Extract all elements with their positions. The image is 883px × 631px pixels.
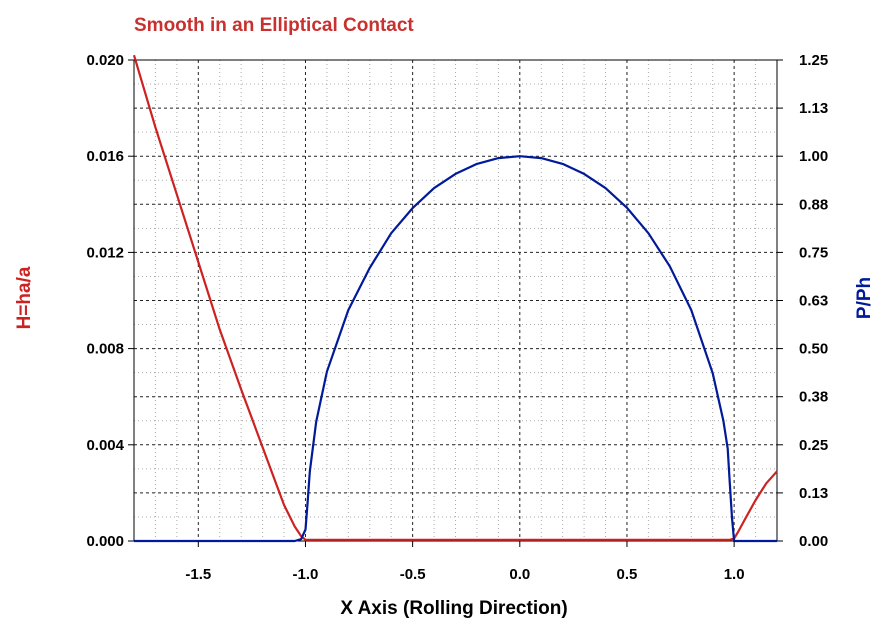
y-left-tick-label: 0.012 (86, 244, 124, 261)
y-left-tick-label: 0.016 (86, 148, 124, 165)
x-axis-label: X Axis (Rolling Direction) (340, 598, 567, 619)
y-right-axis-label: P/Ph (854, 277, 875, 319)
y-left-tick-label: 0.004 (86, 437, 124, 454)
y-right-tick-label: 1.25 (799, 52, 828, 69)
y-left-axis-label: H=ha/a (14, 266, 35, 329)
x-tick-label: 0.5 (617, 566, 638, 583)
series-line-pressure (134, 155, 777, 543)
y-right-tick-label: 0.38 (799, 389, 828, 406)
x-tick-label: -1.0 (293, 566, 319, 583)
y-left-tick-label: 0.000 (86, 533, 124, 550)
y-right-tick-label: 0.50 (799, 341, 828, 358)
chart-title: Smooth in an Elliptical Contact (134, 15, 414, 36)
y-left-tick-label: 0.008 (86, 341, 124, 358)
x-tick-label: 1.0 (724, 566, 745, 583)
y-right-tick-label: 1.00 (799, 148, 828, 165)
y-left-tick-label: 0.020 (86, 52, 124, 69)
x-tick-label: -1.5 (185, 566, 211, 583)
x-tick-labels: -1.5 -1.0 -0.5 0.0 0.5 1.0 (185, 541, 745, 583)
y-right-tick-label: 0.63 (799, 293, 828, 310)
y-left-tick-labels: 0.000 0.004 0.008 0.012 0.016 0.020 (86, 52, 134, 550)
grid (133, 59, 778, 542)
x-tick-label: 0.0 (509, 566, 530, 583)
y-right-tick-label: 0.75 (799, 244, 828, 261)
y-right-tick-label: 1.13 (799, 100, 828, 117)
y-right-tick-label: 0.88 (799, 196, 828, 213)
y-right-tick-label: 0.25 (799, 437, 828, 454)
series-layer (132, 54, 778, 543)
y-right-tick-label: 0.13 (799, 485, 828, 502)
x-tick-label: -0.5 (400, 566, 426, 583)
series-line-film-thickness (132, 54, 778, 541)
y-right-tick-labels: 0.00 0.13 0.25 0.38 0.50 0.63 0.75 0.88 1.00 1.13… (777, 52, 828, 550)
y-right-tick-label: 0.00 (799, 533, 828, 550)
